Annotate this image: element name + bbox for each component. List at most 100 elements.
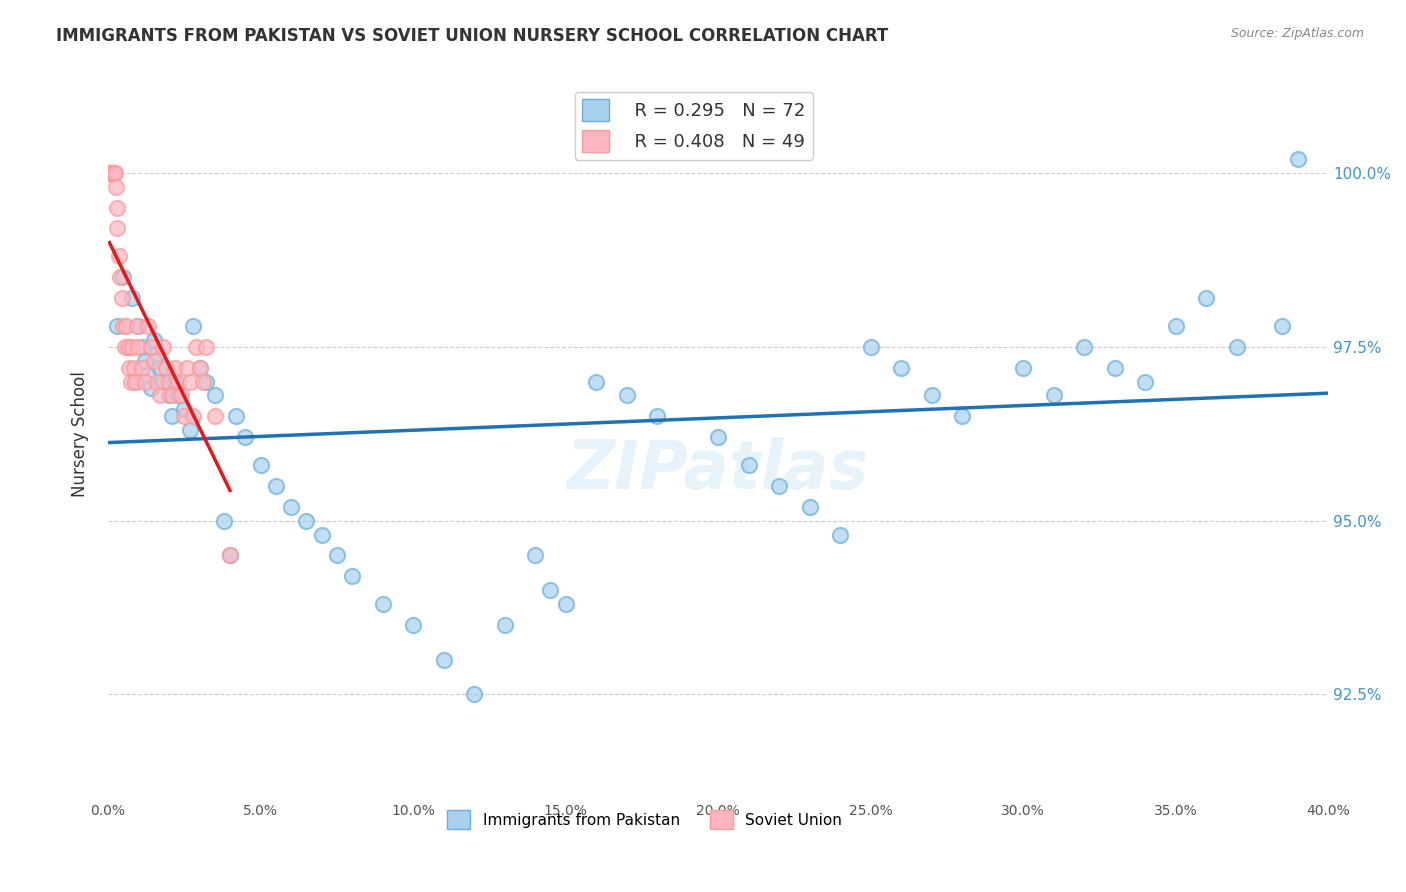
Point: [118, 340, 141, 354]
Point: [402, 618, 425, 632]
Point: [799, 500, 821, 514]
Point: [115, 318, 138, 333]
Point: [616, 388, 638, 402]
Point: [155, 360, 177, 375]
Point: [124, 375, 146, 389]
Y-axis label: Nursery School: Nursery School: [72, 371, 89, 497]
Point: [921, 388, 943, 402]
Point: [122, 360, 145, 375]
Point: [264, 479, 287, 493]
Point: [204, 409, 226, 424]
Point: [1195, 291, 1218, 305]
Point: [249, 458, 271, 472]
Point: [142, 333, 165, 347]
Point: [167, 375, 190, 389]
Point: [828, 527, 851, 541]
Point: [188, 360, 211, 375]
Point: [146, 375, 169, 389]
Point: [737, 458, 759, 472]
Point: [311, 527, 333, 541]
Point: [585, 375, 607, 389]
Point: [152, 375, 174, 389]
Point: [103, 166, 125, 180]
Point: [104, 166, 127, 180]
Point: [121, 291, 143, 305]
Point: [157, 375, 180, 389]
Point: [295, 514, 318, 528]
Point: [707, 430, 730, 444]
Point: [108, 270, 131, 285]
Point: [280, 500, 302, 514]
Point: [554, 597, 576, 611]
Point: [124, 375, 146, 389]
Point: [950, 409, 973, 424]
Point: [100, 166, 122, 180]
Point: [524, 549, 547, 563]
Point: [131, 340, 153, 354]
Point: [149, 360, 172, 375]
Point: [100, 166, 122, 180]
Text: Source: ZipAtlas.com: Source: ZipAtlas.com: [1230, 27, 1364, 40]
Point: [142, 353, 165, 368]
Point: [136, 318, 159, 333]
Point: [1012, 360, 1035, 375]
Point: [186, 340, 208, 354]
Point: [183, 318, 205, 333]
Point: [107, 249, 129, 263]
Point: [134, 353, 156, 368]
Point: [179, 423, 201, 437]
Point: [432, 653, 454, 667]
Point: [173, 402, 195, 417]
Point: [538, 583, 561, 598]
Point: [165, 375, 187, 389]
Legend: Immigrants from Pakistan, Soviet Union: Immigrants from Pakistan, Soviet Union: [441, 805, 848, 835]
Point: [1286, 152, 1309, 166]
Point: [120, 375, 142, 389]
Point: [160, 409, 183, 424]
Point: [128, 318, 150, 333]
Point: [149, 388, 172, 402]
Point: [194, 340, 217, 354]
Text: IMMIGRANTS FROM PAKISTAN VS SOVIET UNION NURSERY SCHOOL CORRELATION CHART: IMMIGRANTS FROM PAKISTAN VS SOVIET UNION…: [56, 27, 889, 45]
Point: [890, 360, 912, 375]
Point: [167, 388, 190, 402]
Point: [1164, 318, 1187, 333]
Point: [1133, 375, 1156, 389]
Point: [233, 430, 256, 444]
Point: [463, 688, 485, 702]
Point: [1073, 340, 1095, 354]
Point: [173, 409, 195, 424]
Point: [165, 360, 187, 375]
Point: [118, 360, 141, 375]
Point: [105, 221, 128, 235]
Point: [146, 347, 169, 361]
Point: [112, 318, 135, 333]
Point: [121, 340, 143, 354]
Point: [859, 340, 882, 354]
Point: [157, 388, 180, 402]
Point: [225, 409, 247, 424]
Point: [179, 375, 201, 389]
Point: [101, 166, 124, 180]
Point: [1104, 360, 1126, 375]
Point: [98, 166, 121, 180]
Point: [134, 375, 156, 389]
Text: ZIPatlas: ZIPatlas: [567, 437, 869, 503]
Point: [114, 340, 136, 354]
Point: [112, 270, 135, 285]
Point: [136, 368, 159, 382]
Point: [204, 388, 226, 402]
Point: [117, 340, 139, 354]
Point: [170, 388, 193, 402]
Point: [160, 388, 183, 402]
Point: [152, 340, 174, 354]
Point: [212, 514, 235, 528]
Point: [194, 375, 217, 389]
Point: [768, 479, 790, 493]
Point: [340, 569, 363, 583]
Point: [139, 381, 162, 395]
Point: [128, 340, 150, 354]
Point: [219, 549, 242, 563]
Point: [139, 340, 162, 354]
Point: [219, 549, 242, 563]
